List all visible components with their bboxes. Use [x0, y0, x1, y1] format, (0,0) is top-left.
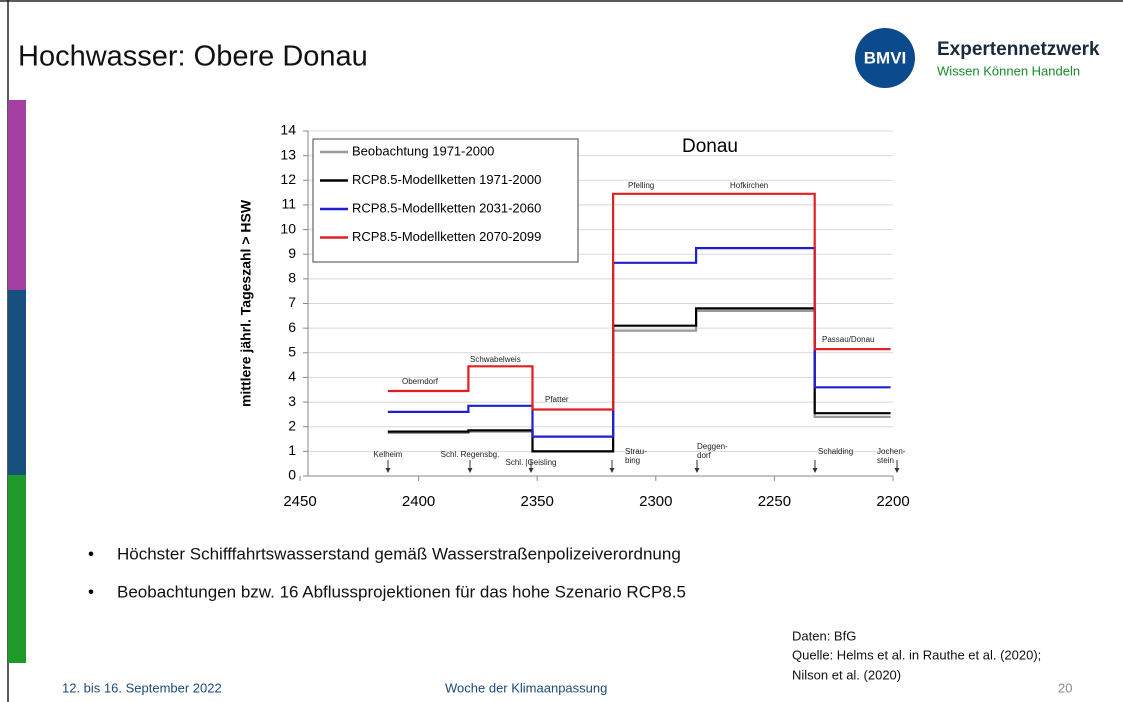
x-tick-label: 2350 — [521, 493, 554, 510]
y-tick-label: 0 — [288, 467, 296, 483]
source: Nilson et al. (2020) — [792, 667, 901, 682]
annotation: dorf — [697, 451, 712, 460]
annotation: Schl. Regensbg. — [441, 450, 500, 459]
y-tick-label: 5 — [288, 343, 296, 359]
annotation: Kelheim — [374, 450, 403, 459]
source: Quelle: Helms et al. in Rauthe et al. (2… — [792, 647, 1041, 662]
y-tick-label: 4 — [288, 368, 296, 384]
y-axis-label: mittlere jährl. Tageszahl > HSW — [238, 199, 254, 407]
annotation: Jochen- — [877, 447, 906, 456]
annotation: stein — [877, 456, 894, 465]
chart-title: Donau — [682, 136, 738, 157]
logo-mark: BMVI — [864, 48, 907, 67]
arrow-head — [528, 468, 534, 473]
y-tick-label: 7 — [288, 294, 296, 310]
annotation: Oberndorf — [402, 377, 439, 386]
color-bar — [8, 475, 26, 663]
annotation: Pfatter — [545, 395, 569, 404]
x-tick-label: 2300 — [639, 493, 672, 510]
y-tick-label: 8 — [288, 270, 296, 286]
arrow-head — [385, 468, 391, 473]
footer-date: 12. bis 16. September 2022 — [62, 680, 222, 695]
y-tick-label: 12 — [280, 171, 296, 187]
source: Daten: BfG — [792, 628, 856, 643]
slide-title: Hochwasser: Obere Donau — [18, 41, 368, 73]
page-number: 20 — [1058, 680, 1072, 695]
arrow-head — [894, 468, 900, 473]
color-bar — [8, 100, 26, 290]
annotation: Schwabelweis — [470, 355, 521, 364]
annotation: Hofkirchen — [730, 181, 768, 190]
y-tick-label: 1 — [288, 442, 296, 458]
legend-label: RCP8.5-Modellketten 1971-2000 — [352, 172, 541, 187]
bullet: Beobachtungen bzw. 16 Abflussprojektione… — [117, 582, 686, 601]
annotation: Schl. |Geisling — [506, 458, 557, 467]
bullet: Höchster Schifffahrtswasserstand gemäß W… — [117, 544, 681, 563]
bullet-dot: • — [88, 582, 94, 601]
annotation: Deggen- — [697, 442, 728, 451]
footer-event: Woche der Klimaanpassung — [445, 680, 607, 695]
color-bar — [8, 290, 26, 475]
logo-name: Expertennetzwerk — [937, 39, 1100, 60]
annotation: Passau/Donau — [822, 335, 874, 344]
legend-label: RCP8.5-Modellketten 2070-2099 — [352, 229, 541, 244]
y-tick-label: 6 — [288, 319, 296, 335]
series-line — [387, 192, 891, 411]
x-tick-label: 2450 — [283, 493, 316, 510]
y-tick-label: 11 — [281, 196, 296, 212]
annotation: Pfelling — [628, 181, 654, 190]
y-tick-label: 9 — [288, 245, 296, 261]
bullet-dot: • — [88, 544, 94, 563]
annotation: Strau- — [625, 447, 647, 456]
arrow-head — [694, 468, 700, 473]
y-tick-label: 2 — [288, 417, 296, 433]
y-tick-label: 3 — [288, 393, 296, 409]
x-tick-label: 2200 — [876, 493, 909, 510]
logo-tagline: Wissen Können Handeln — [937, 63, 1080, 78]
legend-label: Beobachtung 1971-2000 — [352, 143, 494, 158]
y-tick-label: 10 — [280, 220, 296, 236]
arrow-head — [609, 468, 615, 473]
arrow-head — [467, 468, 473, 473]
y-tick-label: 14 — [280, 122, 296, 138]
x-tick-label: 2400 — [402, 493, 435, 510]
logo-circle — [855, 28, 915, 88]
y-tick-label: 13 — [280, 146, 296, 162]
legend-label: RCP8.5-Modellketten 2031-2060 — [352, 200, 541, 215]
annotation: bing — [625, 456, 640, 465]
annotation: Schalding — [818, 447, 853, 456]
arrow-head — [812, 468, 818, 473]
x-tick-label: 2250 — [758, 493, 791, 510]
legend-box — [312, 138, 579, 263]
